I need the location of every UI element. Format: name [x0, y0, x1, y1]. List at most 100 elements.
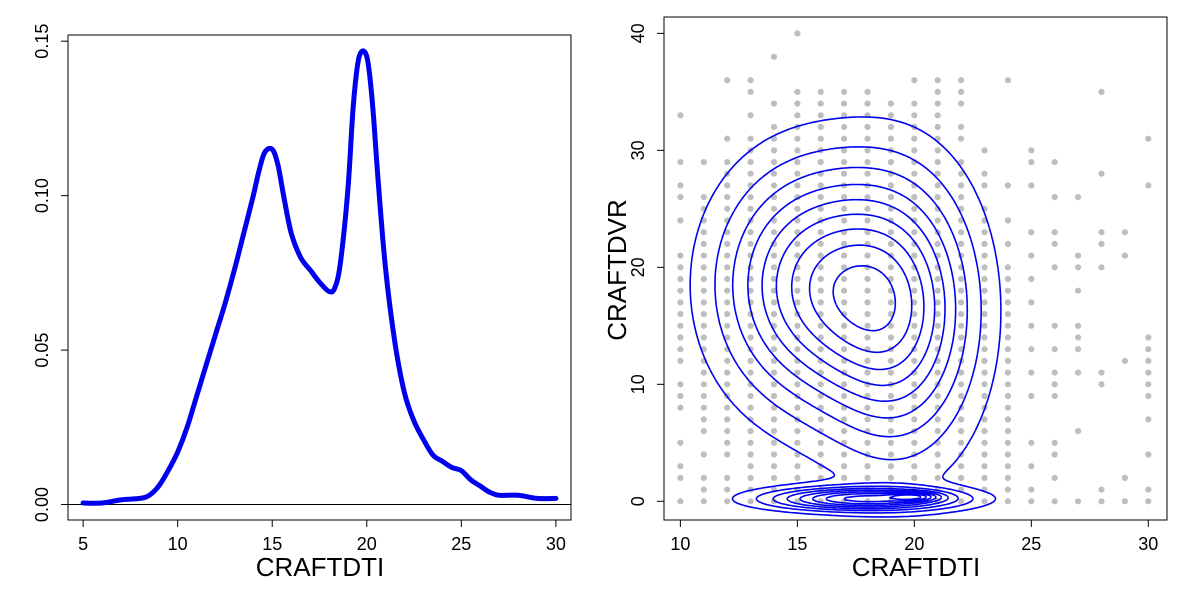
scatter-point [817, 416, 824, 423]
scatter-point [1028, 275, 1035, 283]
scatter-point [1098, 381, 1105, 388]
scatter-point [1145, 357, 1152, 364]
scatter-point [1004, 416, 1012, 423]
scatter-point [747, 439, 754, 446]
scatter-point [677, 381, 684, 388]
scatter-point [700, 416, 707, 423]
scatter-point [700, 264, 707, 271]
scatter-point [887, 369, 895, 376]
scatter-point [770, 474, 778, 481]
scatter-point [794, 252, 801, 259]
scatter-point [770, 123, 778, 131]
scatter-point [677, 299, 684, 306]
scatter-point [700, 369, 707, 376]
scatter-point [770, 346, 778, 353]
scatter-point [958, 100, 965, 107]
scatter-point [981, 311, 988, 318]
x-axis-title: CRAFTDTI [852, 552, 981, 582]
scatter-point [817, 392, 824, 400]
scatter-point [887, 357, 895, 364]
scatter-point [1028, 182, 1035, 189]
x-tick-label: 30 [1138, 534, 1158, 554]
scatter-point [1051, 498, 1058, 505]
scatter-point [724, 428, 731, 435]
scatter-point [677, 311, 684, 318]
scatter-point [1028, 159, 1035, 166]
scatter-point [958, 428, 965, 435]
scatter-point [887, 100, 895, 107]
scatter-point [747, 416, 754, 423]
scatter-point [817, 252, 824, 259]
scatter-point [747, 392, 754, 400]
scatter-point [1028, 486, 1035, 493]
scatter-point [747, 369, 754, 376]
scatter-point [887, 299, 895, 306]
scatter-point [1051, 451, 1058, 458]
scatter-point [887, 392, 895, 400]
scatter-point [911, 112, 918, 119]
scatter-point [700, 194, 707, 201]
scatter-point [1145, 392, 1152, 400]
contour-scatter-panel: 10 15 20 25 30 0 10 20 30 40 CRAFTDTI CRAFTDVR [602, 16, 1168, 582]
scatter-point [841, 159, 848, 166]
scatter-point [770, 392, 778, 400]
y-tick-label: 0 [628, 496, 648, 506]
scatter-point [958, 88, 965, 95]
scatter-point [747, 498, 754, 505]
scatter-point [1004, 439, 1012, 446]
scatter-point [934, 451, 941, 458]
scatter-point [958, 135, 965, 142]
scatter-point [887, 112, 895, 119]
scatter-point [677, 275, 684, 283]
x-axis-title: CRAFTDTI [256, 552, 385, 582]
scatter-point [770, 334, 778, 341]
scatter-point [981, 381, 988, 388]
scatter-point [677, 439, 684, 446]
scatter-point [841, 451, 848, 458]
scatter-point [958, 498, 965, 505]
scatter-point [747, 88, 754, 95]
scatter-point [794, 100, 801, 107]
x-tick-label: 25 [1021, 534, 1041, 554]
scatter-point [1098, 264, 1105, 271]
scatter-point [770, 170, 778, 177]
scatter-point [911, 205, 918, 212]
scatter-point [1004, 381, 1012, 388]
scatter-point [934, 392, 941, 400]
scatter-point [841, 311, 848, 318]
density-contours [689, 116, 1002, 518]
scatter-point [934, 474, 941, 481]
scatter-point [747, 112, 754, 119]
scatter-point [1051, 369, 1058, 376]
scatter-point [700, 299, 707, 306]
scatter-point [864, 311, 871, 318]
scatter-point [1028, 147, 1035, 154]
scatter-point [864, 369, 871, 376]
scatter-point [981, 275, 988, 283]
scatter-point [911, 392, 918, 400]
scatter-point [770, 357, 778, 364]
scatter-point [911, 416, 918, 423]
scatter-point [794, 322, 801, 329]
scatter-point [887, 123, 895, 131]
scatter-point [1004, 498, 1012, 505]
x-axis-ticks: 5 10 15 20 25 30 [78, 520, 566, 554]
y-axis-title: CRAFTDVR [602, 199, 632, 341]
scatter-point [770, 53, 778, 60]
scatter-point [724, 498, 731, 505]
scatter-point [677, 159, 684, 166]
scatter-point [817, 451, 824, 458]
scatter-point [770, 275, 778, 283]
scatter-point [770, 451, 778, 458]
x-tick-label: 25 [451, 534, 471, 554]
scatter-point [911, 229, 918, 236]
scatter-point [724, 334, 731, 341]
scatter-point [817, 229, 824, 236]
scatter-point [1145, 135, 1152, 142]
scatter-point [981, 287, 988, 294]
scatter-point [794, 112, 801, 119]
scatter-point [958, 287, 965, 294]
scatter-point [981, 299, 988, 306]
scatter-point [770, 416, 778, 423]
scatter-point [817, 275, 824, 283]
